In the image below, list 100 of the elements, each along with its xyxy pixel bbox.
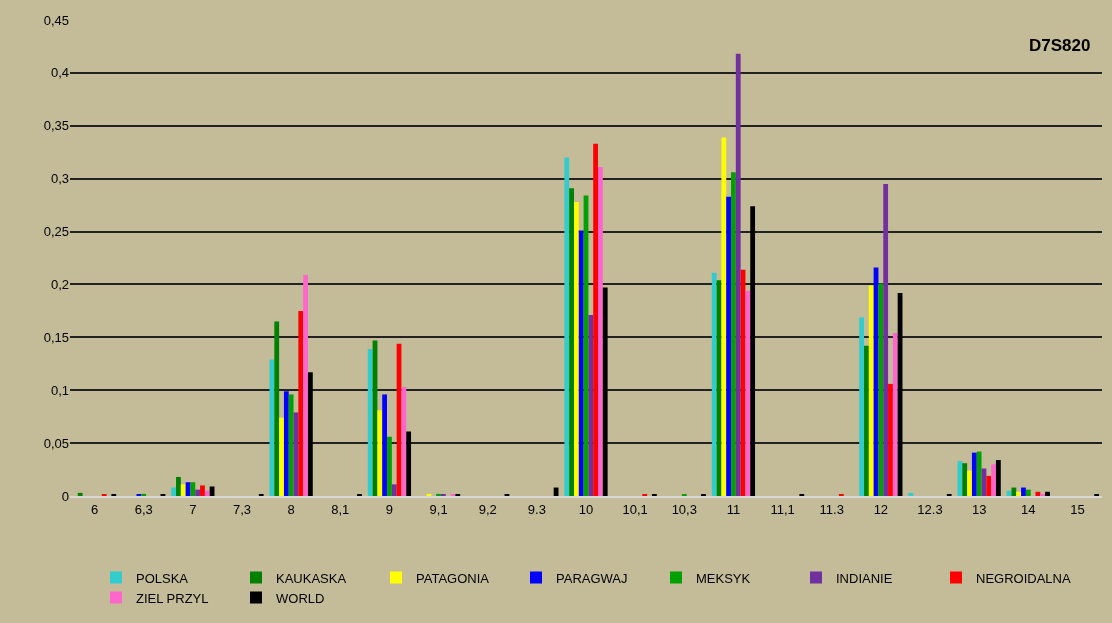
x-tick-label: 9,2 [478, 501, 497, 517]
bar [967, 470, 972, 496]
bar [859, 317, 865, 496]
bar [986, 475, 992, 496]
bar [1011, 487, 1017, 496]
x-tick-label: 11 [726, 501, 741, 517]
bar [1035, 491, 1041, 496]
y-tick-label: 0,1 [50, 382, 69, 398]
x-tick-label: 10,3 [671, 501, 697, 517]
bar [868, 285, 874, 496]
bar [750, 206, 756, 496]
bar [377, 410, 383, 496]
bar [283, 391, 289, 496]
bar [200, 485, 205, 496]
x-tick-label: 8 [287, 501, 295, 517]
bar [883, 183, 889, 496]
legend-label: INDIANIE [836, 570, 893, 586]
bar [387, 436, 392, 496]
bar [888, 383, 893, 496]
legend-label: PARAGWAJ [556, 570, 628, 586]
y-tick-label: 0,3 [50, 171, 69, 187]
bar [588, 315, 594, 496]
y-tick-label: 0,45 [43, 12, 69, 28]
bar [573, 201, 579, 496]
bar [171, 487, 177, 496]
legend-label: PATAGONIA [416, 570, 490, 586]
bar [864, 345, 869, 496]
text: D7S820 [1029, 36, 1091, 55]
bar [731, 172, 736, 496]
bar [976, 451, 982, 496]
bar [593, 143, 599, 496]
bar [288, 394, 294, 496]
bar [1040, 493, 1046, 496]
bar [279, 417, 284, 496]
bar [1016, 491, 1022, 496]
bar [598, 167, 603, 496]
x-tick-label: 11.3 [819, 501, 844, 517]
x-tick-label: 12.3 [917, 501, 943, 517]
x-tick-label: 9.3 [527, 501, 546, 517]
bar [578, 230, 584, 496]
bar [274, 321, 280, 496]
legend-label: ZIEL PRZYL [136, 590, 209, 606]
bar [726, 196, 732, 496]
legend-label: NEGROIDALNA [976, 570, 1071, 586]
legend-label: MEKSYK [696, 570, 751, 586]
bar [298, 310, 304, 496]
bar [180, 484, 186, 496]
bar [878, 283, 884, 496]
bar [1021, 487, 1026, 496]
bar [77, 492, 83, 496]
bar [307, 372, 313, 496]
y-tick-label: 0,2 [50, 276, 69, 292]
y-tick-label: 0,4 [50, 65, 69, 81]
bar [176, 476, 181, 496]
bar [721, 137, 727, 496]
bar [991, 464, 996, 496]
bar [367, 348, 373, 496]
bar [406, 431, 412, 496]
y-tick-label: 0,25 [43, 224, 69, 240]
x-tick-label: 13 [971, 501, 987, 517]
x-tick-label: 6,3 [134, 501, 153, 517]
x-tick-label: 7 [189, 501, 197, 517]
x-tick-label: 7,3 [232, 501, 252, 517]
legend-label: WORLD [276, 590, 325, 606]
bar [401, 387, 407, 496]
x-tick-label: 14 [1021, 501, 1036, 517]
bar [569, 188, 574, 496]
bar [602, 287, 608, 496]
bar [711, 272, 717, 496]
bar [908, 492, 914, 496]
bar [141, 493, 147, 496]
bar [303, 274, 308, 496]
x-tick-label: 10,1 [622, 501, 648, 517]
bar [745, 290, 751, 496]
x-tick-label: 9,1 [429, 501, 448, 517]
x-tick-label: 11,1 [770, 501, 795, 517]
legend-label: POLSKA [136, 570, 189, 586]
bar [382, 394, 388, 496]
bar [204, 490, 210, 496]
legend-label: KAUKASKA [276, 570, 347, 586]
bar [190, 482, 196, 496]
bar [1025, 489, 1031, 496]
x-tick-label: 15 [1070, 501, 1085, 517]
bar [195, 489, 201, 496]
y-tick-label: 0 [61, 488, 69, 504]
bar [564, 157, 570, 496]
y-tick-label: 0,05 [43, 435, 69, 451]
x-tick-label: 12 [873, 501, 889, 517]
x-tick-label: 9 [385, 501, 394, 517]
bar [735, 53, 741, 496]
y-tick-label: 0,35 [43, 118, 69, 134]
bar [892, 333, 898, 496]
bar [962, 463, 968, 496]
bar [971, 452, 977, 496]
bar [1045, 491, 1050, 496]
x-tick-label: 6 [90, 501, 99, 517]
y-tick-label: 0,15 [43, 329, 69, 345]
x-tick-label: 10 [578, 501, 594, 517]
bar [391, 484, 397, 496]
bar [995, 460, 1001, 496]
